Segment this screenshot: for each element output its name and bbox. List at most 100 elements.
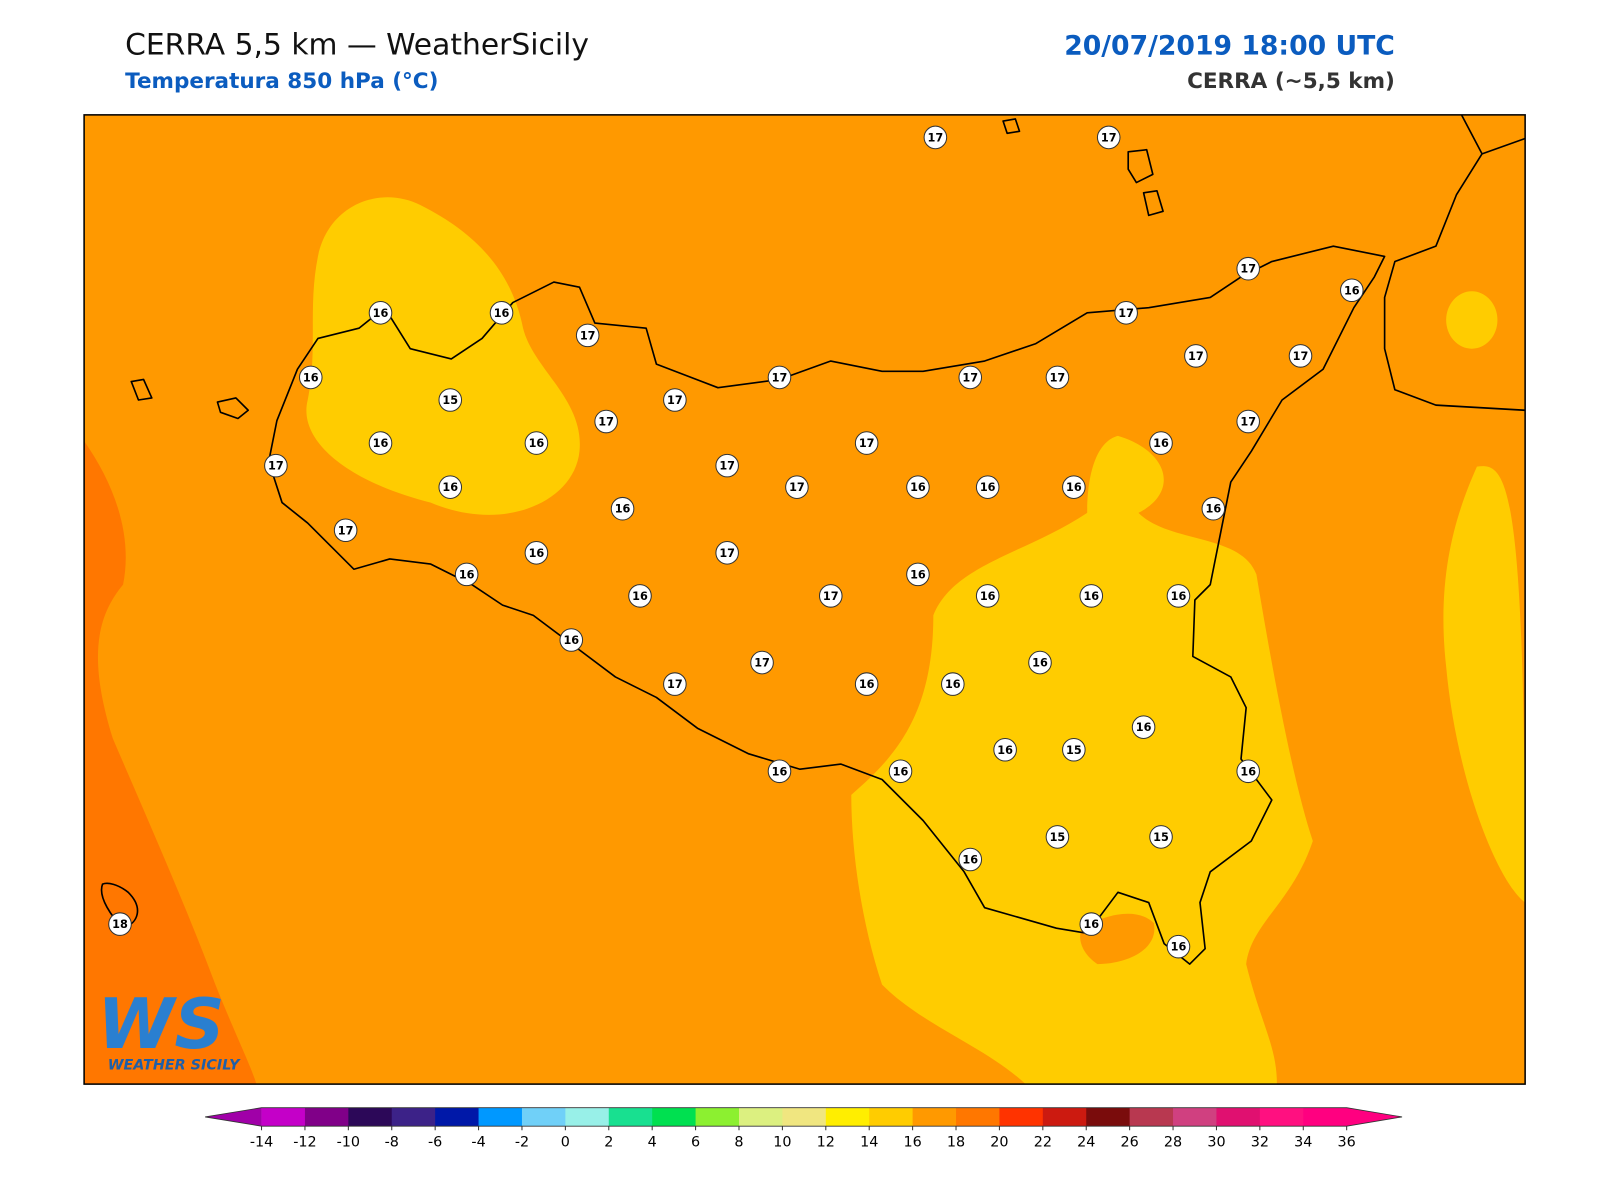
colorbar-tick-label: 32 xyxy=(1251,1135,1269,1151)
colorbar-tick-label: 14 xyxy=(860,1135,878,1151)
station: 17 xyxy=(854,431,879,455)
colorbar-segment xyxy=(912,1107,957,1127)
station-value: 16 xyxy=(563,634,579,647)
station: 15 xyxy=(1062,737,1086,762)
station-value: 16 xyxy=(945,678,961,691)
station: 17 xyxy=(594,409,618,434)
map: 17 17 17 16 16 16 17 17 17 17 16 17 17 17 15 17 17 17 16 16… xyxy=(83,114,1526,1085)
colorbar-segment xyxy=(695,1107,740,1127)
colorbar-tick-label: 22 xyxy=(1034,1135,1052,1151)
station: 16 xyxy=(489,301,514,325)
colorbar-segment xyxy=(782,1107,827,1127)
colorbar-segment xyxy=(521,1107,566,1127)
station: 17 xyxy=(1096,125,1121,150)
station-value: 17 xyxy=(823,590,839,603)
colorbar-under xyxy=(205,1107,262,1127)
station: 17 xyxy=(715,453,739,478)
colorbar: -14 -12 -10 -8 -6 -4 -2 0 2 4 6 8 10 12 14 16 18 20 22 24 26… xyxy=(205,1107,1403,1151)
station-value: 18 xyxy=(112,918,128,931)
station: 16 xyxy=(559,628,584,652)
station: 17 xyxy=(818,584,843,608)
station-value: 16 xyxy=(772,765,788,778)
map-frame xyxy=(83,114,1526,1085)
station-value: 15 xyxy=(1066,744,1082,757)
station: 16 xyxy=(1062,475,1086,499)
colorbar-tick-label: 26 xyxy=(1121,1135,1139,1151)
station: 16 xyxy=(941,672,965,696)
station-value: 17 xyxy=(719,460,735,473)
station-value: 16 xyxy=(1153,437,1169,450)
colorbar-tick-label: 0 xyxy=(561,1135,570,1151)
station-value: 16 xyxy=(997,744,1013,757)
colorbar-segment xyxy=(391,1107,436,1127)
station: 16 xyxy=(524,431,549,455)
colorbar-tick-label: 30 xyxy=(1207,1135,1225,1151)
colorbar-segment xyxy=(478,1107,523,1127)
colorbar-tick-label: -2 xyxy=(515,1135,529,1151)
station-value: 17 xyxy=(962,371,978,384)
station-value: 17 xyxy=(1101,131,1117,144)
station: 16 xyxy=(298,365,323,390)
coastline xyxy=(100,114,1526,965)
station-value: 16 xyxy=(1066,481,1082,494)
station: 17 xyxy=(663,388,687,412)
station-value: 17 xyxy=(1240,416,1256,429)
station: 17 xyxy=(1236,256,1260,281)
station-value: 17 xyxy=(1188,350,1204,363)
station: 17 xyxy=(663,672,687,696)
station: 16 xyxy=(906,562,930,587)
station: 17 xyxy=(1288,344,1313,368)
colorbar-tick-label: -10 xyxy=(337,1135,360,1151)
station: 16 xyxy=(767,759,792,784)
station-value: 17 xyxy=(667,678,683,691)
colorbar-segment xyxy=(565,1107,610,1127)
station: 16 xyxy=(888,759,913,784)
colorbar-tick-label: -6 xyxy=(428,1135,442,1151)
colorbar-tick-label: -8 xyxy=(385,1135,399,1151)
station-value: 16 xyxy=(632,590,648,603)
station-value: 17 xyxy=(580,329,596,342)
station: 16 xyxy=(368,431,393,455)
station-value: 16 xyxy=(1171,941,1187,954)
station: 16 xyxy=(906,475,930,499)
station-value: 17 xyxy=(1240,263,1256,276)
station-value: 17 xyxy=(789,481,805,494)
station: 16 xyxy=(1236,759,1260,784)
station: 16 xyxy=(1339,278,1364,303)
station-value: 16 xyxy=(893,765,909,778)
colorbar-segment xyxy=(1216,1107,1261,1127)
station: 17 xyxy=(1236,409,1260,434)
station-value: 16 xyxy=(980,481,996,494)
station-value: 16 xyxy=(373,307,389,320)
colorbar-segment xyxy=(1303,1107,1348,1127)
station-value: 15 xyxy=(1153,831,1169,844)
colorbar-segment xyxy=(738,1107,783,1127)
station: 16 xyxy=(438,475,463,499)
colorbar-segment xyxy=(1042,1107,1087,1127)
station: 17 xyxy=(264,453,288,478)
station-value: 16 xyxy=(1205,503,1221,516)
model: CERRA (~5,5 km) xyxy=(1187,69,1395,94)
colorbar-tick-label: 12 xyxy=(817,1135,835,1151)
colorbar-segment xyxy=(1129,1107,1174,1127)
station: 16 xyxy=(854,672,879,696)
colorbar-segment xyxy=(435,1107,480,1127)
station: 18 xyxy=(108,912,132,936)
station: 16 xyxy=(1166,934,1191,959)
station: 16 xyxy=(1149,431,1173,455)
station: 16 xyxy=(975,584,1000,608)
station: 17 xyxy=(1114,301,1138,325)
station-value: 16 xyxy=(1171,590,1187,603)
logo: WS WEATHER SICILY xyxy=(97,984,241,1074)
station-value: 16 xyxy=(1032,657,1048,670)
station: 15 xyxy=(1045,825,1070,849)
station-value: 16 xyxy=(910,568,926,581)
colorbar-tick-label: -12 xyxy=(293,1135,316,1151)
station-value: 16 xyxy=(980,590,996,603)
colorbar-segment xyxy=(261,1107,306,1127)
logo-text: WEATHER SICILY xyxy=(108,1058,241,1074)
subtitle: Temperatura 850 hPa (°C) xyxy=(125,69,438,94)
station-value: 16 xyxy=(1083,590,1099,603)
station-value: 16 xyxy=(615,503,631,516)
